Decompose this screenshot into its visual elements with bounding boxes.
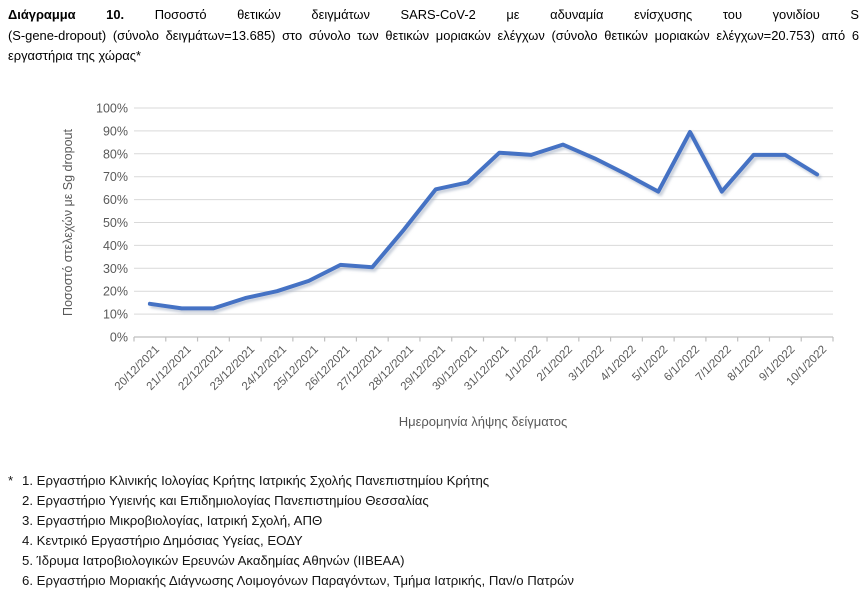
footnote-asterisk: * <box>8 473 14 488</box>
line-chart: 0% 10% 20% 30% 40% 50% 60% 70% 80% 90% 100% 20/12/2… <box>0 88 868 448</box>
y-tick-label: 10% <box>103 308 128 322</box>
figure-caption: Διάγραμμα 10. Ποσοστό θετικών δειγμάτων … <box>8 5 859 67</box>
figure-caption-line-3: εργαστήρια της χώρας* <box>8 48 141 64</box>
y-tick-label: 70% <box>103 170 128 184</box>
footnote-item: 6. Εργαστήριο Μοριακής Διάγνωσης Λοιμογό… <box>22 573 574 589</box>
y-tick-label: 20% <box>103 285 128 299</box>
y-tick-label: 0% <box>110 331 128 345</box>
chart-content: 0%10%20%30%40%50%60%70%80%90%100%20/12/2… <box>61 102 834 429</box>
footnote-item: 5. Ίδρυμα Ιατροβιολογικών Ερευνών Ακαδημ… <box>22 553 405 569</box>
footnote-block: * 1. Εργαστήριο Κλινικής Ιολογίας Κρήτης… <box>8 471 860 592</box>
footnote-item: 1. Εργαστήριο Κλινικής Ιολογίας Κρήτης Ι… <box>22 473 490 488</box>
y-tick-label: 30% <box>103 262 128 276</box>
figure-caption-text-1: Ποσοστό θετικών δειγμάτων SARS-CoV-2 με … <box>154 7 859 22</box>
figure-caption-line-1: Διάγραμμα 10. Ποσοστό θετικών δειγμάτων … <box>8 5 859 26</box>
figure-caption-line-2: (S-gene-dropout) (σύνολο δειγμάτων=13.68… <box>8 27 859 43</box>
y-tick-label: 50% <box>103 216 128 230</box>
y-tick-label: 90% <box>103 124 128 138</box>
line-chart-svg: 0%10%20%30%40%50%60%70%80%90%100%20/12/2… <box>61 102 834 429</box>
footnote-item: 2. Εργαστήριο Υγιεινής και Επιδημιολογία… <box>22 493 429 509</box>
y-tick-label: 60% <box>103 193 128 207</box>
footnote-item: 3. Εργαστήριο Μικροβιολογίας, Ιατρική Σχ… <box>22 513 323 529</box>
y-tick-label: 80% <box>103 147 128 161</box>
y-axis-title: Ποσοστό στελεχών με Sg dropout <box>61 129 75 316</box>
footnote-item: 4. Κεντρικό Εργαστήριο Δημόσιας Υγείας, … <box>22 533 303 549</box>
x-axis-title: Ημερομηνία λήψης δείγματος <box>399 414 568 429</box>
data-series-line <box>147 130 820 311</box>
footnote-list: 1. Εργαστήριο Κλινικής Ιολογίας Κρήτης Ι… <box>22 471 860 592</box>
y-tick-label: 40% <box>103 239 128 253</box>
figure-number: Διάγραμμα 10. <box>8 7 125 22</box>
y-tick-label: 100% <box>96 102 128 116</box>
